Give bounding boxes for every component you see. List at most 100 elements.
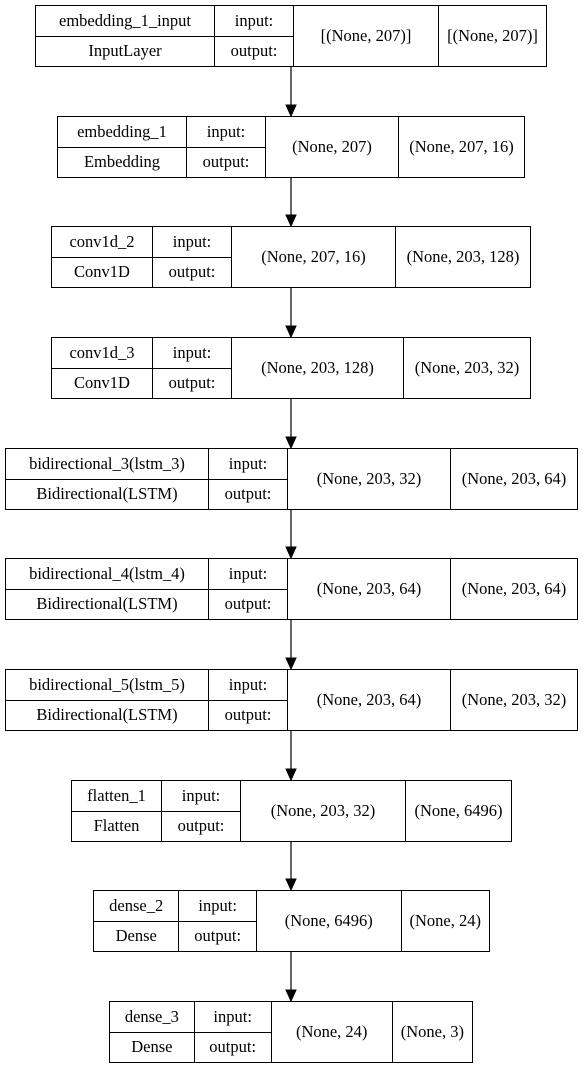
input-shape: [(None, 207)] [294,6,439,66]
io-label-col: input: output: [179,891,257,951]
output-shape: (None, 207, 16) [409,137,514,156]
edge-arrowhead [285,436,297,450]
io-label-col: input: output: [209,559,288,619]
layer-name: bidirectional_4(lstm_4) [6,559,208,590]
layer-node: bidirectional_4(lstm_4) Bidirectional(LST… [5,558,578,620]
output-label: output: [194,926,242,946]
layer-type: Dense [131,1037,173,1057]
layer-node: embedding_1 Embedding input: output: (None, … [57,116,525,178]
input-label: input: [153,227,231,258]
layer-node: bidirectional_5(lstm_5) Bidirectional(LST… [5,669,578,731]
io-label-col: input: output: [153,338,232,398]
output-label: output: [209,1037,257,1057]
layer-name: embedding_1 [58,117,186,148]
output-shape: (None, 203, 128) [406,247,520,266]
io-label-col: input: output: [209,670,288,730]
layer-name: bidirectional_3(lstm_3) [6,449,208,480]
input-label: input: [209,449,287,480]
output-label: output: [224,705,272,725]
output-label: output: [230,41,278,61]
io-label-col: input: output: [153,227,232,287]
output-shape: [(None, 207)] [447,26,538,45]
layer-type: Bidirectional(LSTM) [36,594,178,614]
layer-type: InputLayer [88,41,162,61]
layer-node: bidirectional_3(lstm_3) Bidirectional(LST… [5,448,578,510]
edge-arrowhead [285,104,297,118]
output-shape: (None, 203, 32) [461,690,567,709]
output-shape: (None, 203, 64) [461,579,567,598]
layer-name-col: conv1d_3 Conv1D [52,338,153,398]
layer-name-col: dense_3 Dense [110,1002,195,1062]
output-label: output: [168,373,216,393]
output-label: output: [177,816,225,836]
input-label: input: [215,6,293,37]
layer-name-col: flatten_1 Flatten [72,781,162,841]
input-label: input: [209,559,287,590]
edge-arrowhead [285,657,297,671]
io-label-col: input: output: [162,781,241,841]
input-shape: (None, 203, 64) [288,670,451,730]
layer-type: Conv1D [74,373,130,393]
layer-node: dense_2 Dense input: output: (None, 6496) (No… [93,890,490,952]
layer-name-col: bidirectional_3(lstm_3) Bidirectional(LST… [6,449,209,509]
input-shape: (None, 207) [266,117,399,177]
input-shape: (None, 203, 64) [288,559,451,619]
io-label-col: input: output: [215,6,294,66]
input-label: input: [187,117,265,148]
layer-node: conv1d_3 Conv1D input: output: (None, 203, 1… [51,337,531,399]
edge-arrowhead [285,325,297,339]
output-shape: (None, 203, 32) [414,358,520,377]
output-label: output: [202,152,250,172]
input-shape: (None, 24) [272,1002,393,1062]
output-shape: (None, 6496) [414,801,503,820]
output-label: output: [224,594,272,614]
layer-name: conv1d_3 [52,338,152,369]
input-label: input: [194,1002,271,1033]
layer-name: dense_2 [94,891,179,922]
output-shape: (None, 24) [409,911,481,930]
input-label: input: [179,891,256,922]
output-label: output: [224,484,272,504]
layer-name-col: bidirectional_4(lstm_4) Bidirectional(LST… [6,559,209,619]
layer-type: Conv1D [74,262,130,282]
layer-node: flatten_1 Flatten input: output: (None, 203,… [71,780,512,842]
layer-name-col: embedding_1_input InputLayer [36,6,215,66]
layer-node: dense_3 Dense input: output: (None, 24) (None… [109,1001,473,1063]
layer-name: flatten_1 [72,781,161,812]
edge-arrowhead [285,989,297,1003]
io-label-col: input: output: [209,449,288,509]
layer-name: embedding_1_input [36,6,214,37]
layer-type: Flatten [93,816,140,836]
output-label: output: [168,262,216,282]
layer-node: conv1d_2 Conv1D input: output: (None, 207, 1… [51,226,531,288]
layer-type: Embedding [83,152,161,172]
edge-arrowhead [285,214,297,228]
layer-name: dense_3 [110,1002,194,1033]
output-shape: (None, 3) [400,1022,464,1041]
input-shape: (None, 6496) [257,891,402,951]
input-shape: (None, 203, 128) [232,338,404,398]
layer-name-col: embedding_1 Embedding [58,117,187,177]
edge-arrowhead [285,878,297,892]
layer-name: conv1d_2 [52,227,152,258]
layer-name-col: dense_2 Dense [94,891,180,951]
layer-name-col: conv1d_2 Conv1D [52,227,153,287]
edge-arrowhead [285,768,297,782]
layer-node: embedding_1_input InputLayer input: output:… [35,5,547,67]
layer-type: Dense [115,926,157,946]
input-label: input: [209,670,287,701]
output-shape: (None, 203, 64) [461,469,567,488]
input-shape: (None, 203, 32) [241,781,406,841]
edge-arrowhead [285,546,297,560]
layer-name-col: bidirectional_5(lstm_5) Bidirectional(LST… [6,670,209,730]
layer-type: Bidirectional(LSTM) [36,484,178,504]
io-label-col: input: output: [187,117,266,177]
io-label-col: input: output: [194,1002,272,1062]
layer-name: bidirectional_5(lstm_5) [6,670,208,701]
input-label: input: [153,338,231,369]
input-shape: (None, 203, 32) [288,449,451,509]
input-label: input: [162,781,240,812]
